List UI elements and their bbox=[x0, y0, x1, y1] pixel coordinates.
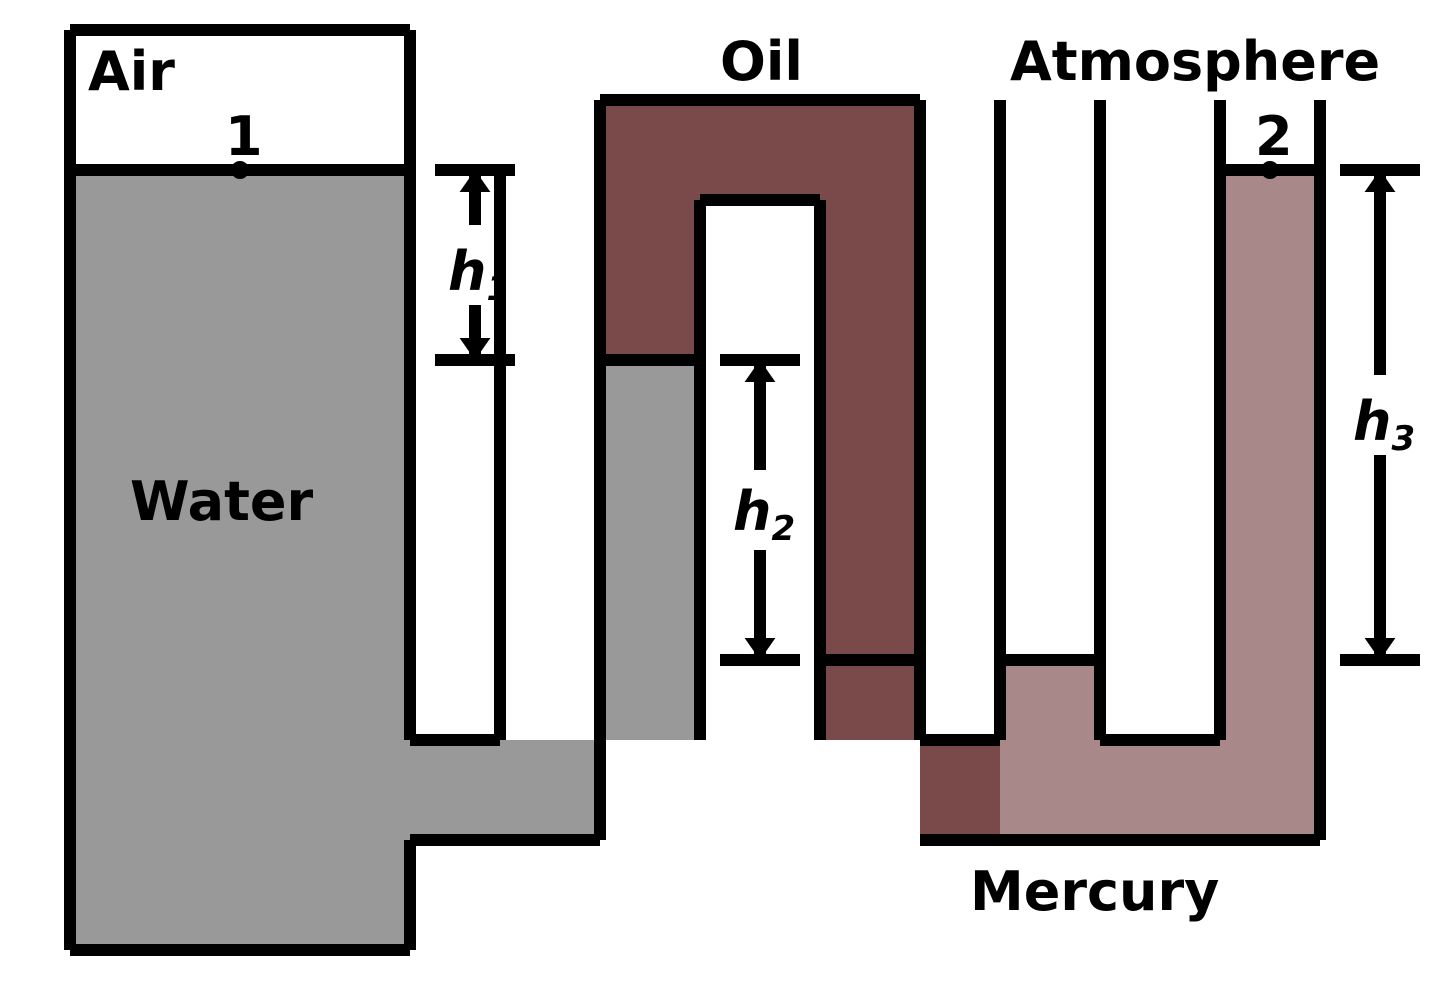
label-mercury: Mercury bbox=[970, 860, 1219, 923]
oil-fill-top bbox=[600, 100, 920, 200]
oil-fill-right-lower bbox=[820, 660, 920, 740]
label-atmosphere: Atmosphere bbox=[1010, 30, 1380, 93]
dim-h2-label: h2 bbox=[733, 480, 795, 549]
label-point1: 1 bbox=[225, 105, 263, 168]
oil-fill-connector bbox=[920, 740, 1000, 840]
dim-h3-label: h3 bbox=[1353, 390, 1415, 459]
label-water: Water bbox=[130, 470, 314, 533]
label-oil: Oil bbox=[720, 30, 803, 93]
oil-fill-right-upper bbox=[820, 200, 920, 660]
label-point2: 2 bbox=[1255, 105, 1293, 168]
oil-fill-left bbox=[600, 200, 700, 360]
label-air: Air bbox=[88, 40, 175, 103]
